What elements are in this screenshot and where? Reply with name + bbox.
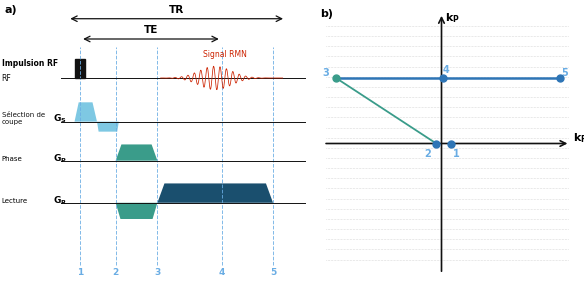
Polygon shape (97, 122, 119, 132)
Text: $\mathbf{k_R}$: $\mathbf{k_R}$ (573, 131, 584, 145)
Text: Lecture: Lecture (2, 198, 27, 204)
Bar (75, 59, 85, 78)
Polygon shape (116, 144, 158, 161)
Text: $\mathbf{k_P}$: $\mathbf{k_P}$ (446, 11, 460, 25)
Text: 5: 5 (270, 268, 276, 277)
Text: 5: 5 (562, 68, 568, 78)
Text: RF: RF (2, 74, 11, 83)
Text: 4: 4 (218, 268, 225, 277)
Text: 3: 3 (154, 268, 161, 277)
Text: TR: TR (169, 5, 185, 15)
Text: Sélection de
coupe: Sélection de coupe (2, 112, 45, 125)
Text: $\mathbf{G_R}$: $\mathbf{G_R}$ (53, 195, 67, 208)
Text: Impulsion RF: Impulsion RF (2, 59, 58, 69)
Text: $\mathbf{G_S}$: $\mathbf{G_S}$ (53, 112, 67, 125)
Text: b): b) (321, 9, 333, 19)
Polygon shape (158, 183, 273, 203)
Text: Phase: Phase (2, 156, 22, 162)
Text: TE: TE (144, 25, 158, 35)
Text: 1: 1 (77, 268, 84, 277)
Text: 1: 1 (453, 149, 460, 159)
Text: Signal RMN: Signal RMN (203, 50, 247, 59)
Text: 3: 3 (322, 68, 329, 78)
Text: 2: 2 (425, 149, 431, 159)
Text: a): a) (5, 5, 18, 15)
Text: $\mathbf{G_P}$: $\mathbf{G_P}$ (53, 153, 67, 165)
Polygon shape (75, 102, 97, 122)
Text: 2: 2 (113, 268, 119, 277)
Polygon shape (116, 203, 158, 219)
Text: 4: 4 (443, 65, 449, 75)
